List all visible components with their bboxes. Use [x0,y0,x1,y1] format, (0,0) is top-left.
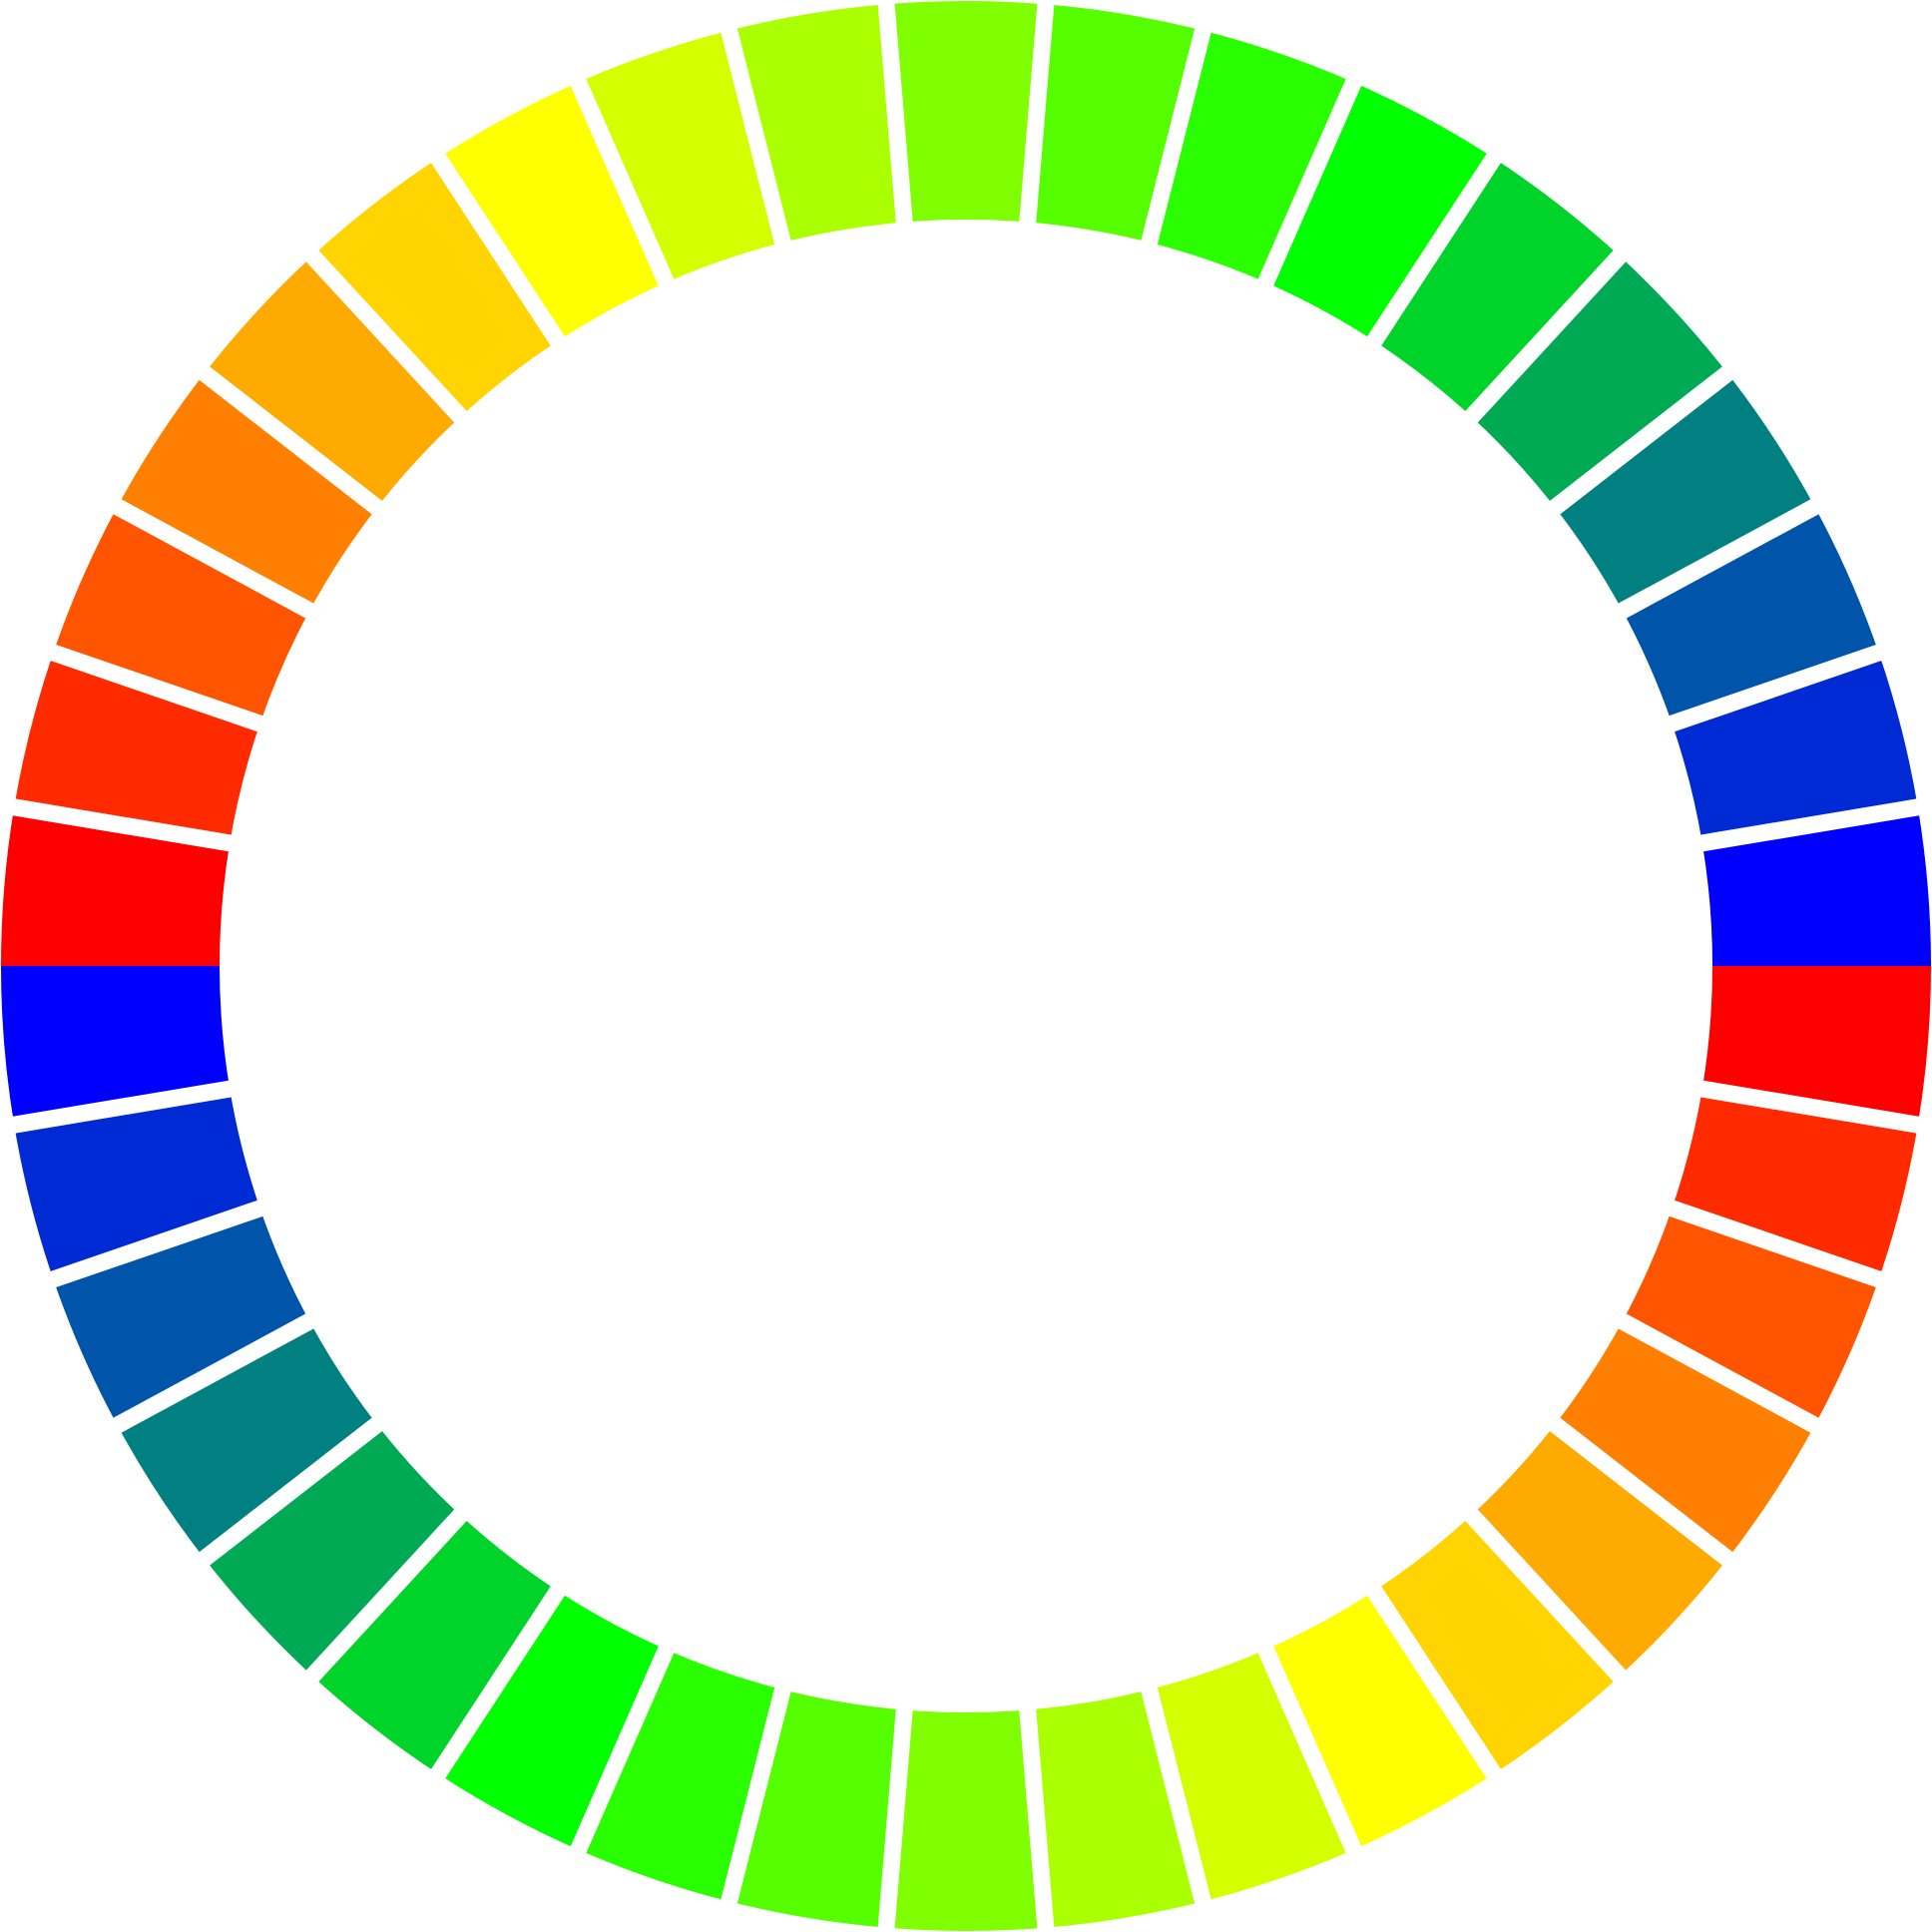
segment-gap [299,1502,474,1690]
color-segment [1374,1515,1620,1774]
color-segment [886,1709,1046,1932]
segment-gap [877,1698,914,1932]
segment-gap [41,1197,272,1291]
color-segment [1149,30,1354,283]
color-segment [204,1424,461,1677]
color-segment [438,82,667,341]
segment-gap [1690,796,1930,853]
segment-gap [1361,1578,1507,1787]
segment-gap [1253,69,1366,295]
color-segment [1,966,231,1126]
segment-gap [877,0,914,234]
color-segment [578,1649,783,1902]
segment-gap [1610,1308,1828,1438]
color-segment [1701,966,1931,1126]
segment-gap [1542,1411,1741,1572]
segment-gap [2,1079,242,1136]
color-segment [1265,1591,1494,1850]
segment-gap [1690,1079,1930,1136]
segment-gap [425,1578,571,1787]
color-segment [1672,1089,1918,1279]
segment-gap [41,641,272,735]
color-segment [1672,653,1918,843]
segment-gap [1138,18,1214,254]
color-segment [438,1591,667,1850]
color-segment [1555,373,1815,611]
segment-gap [566,1637,679,1863]
segment-gap [1660,641,1891,735]
color-segment [14,1089,260,1279]
color-segment [578,30,783,283]
segment-gap [1253,1637,1366,1863]
segment-gap [566,69,679,295]
segment-gap [104,1308,322,1438]
segment-gap [299,242,474,430]
color-segment [1471,1424,1728,1677]
color-segment [1555,1321,1815,1559]
segment-gap [1138,1678,1214,1914]
segment-gap [1610,494,1828,624]
color-segment [1701,806,1931,966]
segment-gap [1361,145,1507,354]
color-segment [1,806,231,966]
segment-gap [2,796,242,853]
color-segment [204,255,461,508]
color-segment [312,158,558,417]
color-segment [1149,1649,1354,1902]
segment-gap [1018,0,1055,234]
color-segment [312,1515,558,1774]
segment-gap [104,494,322,624]
color-segment [886,1,1046,223]
color-segment [14,653,260,843]
segment-gap [191,1411,390,1572]
segment-gap [718,18,794,254]
segment-gap [425,145,571,354]
segment-gap [1458,1502,1633,1690]
segment-gap [1018,1698,1055,1932]
segment-gap [718,1678,794,1914]
color-segment [1471,255,1728,508]
segment-gap [1542,360,1741,521]
color-segment [1265,82,1494,341]
segment-gap [1458,242,1633,430]
color-segment [1374,158,1620,417]
color-segment [117,373,377,611]
segment-gap [1660,1197,1891,1291]
color-segment [117,1321,377,1559]
segment-gap [191,360,390,521]
